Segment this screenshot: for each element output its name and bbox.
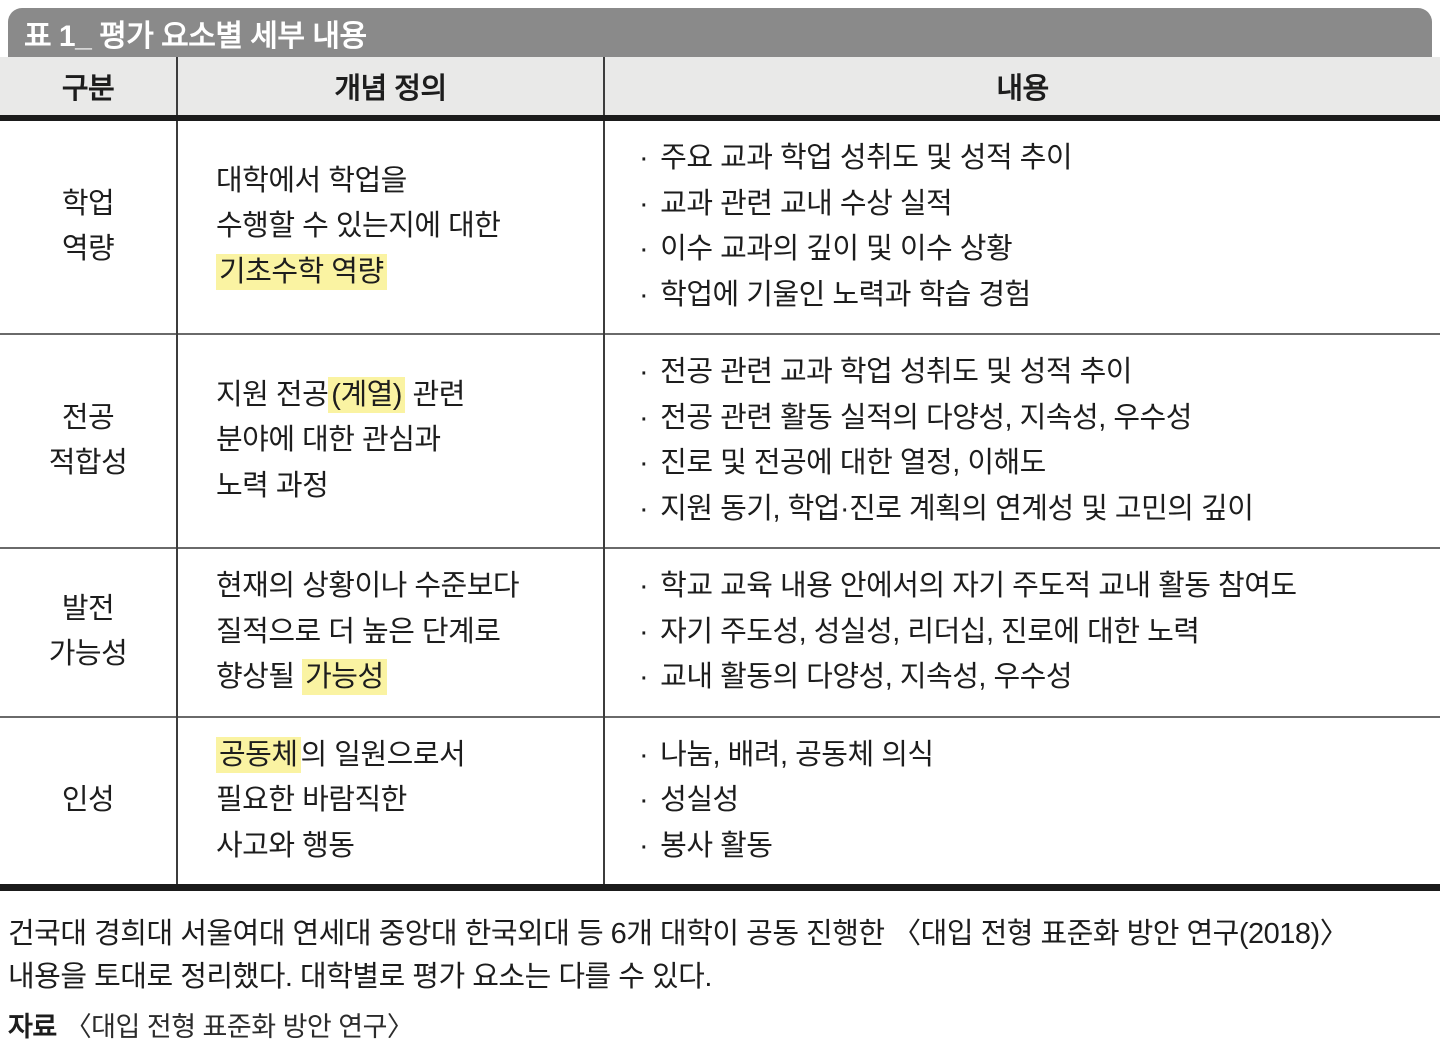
footer: 건국대 경희대 서울여대 연세대 중앙대 한국외대 등 6개 대학이 공동 진행… [0, 891, 1440, 1047]
bullet-dot: · [639, 187, 649, 220]
bullet-item: · 자기 주도성, 성실성, 리더십, 진로에 대한 노력 [639, 610, 1430, 656]
bullet-text: 봉사 활동 [660, 829, 773, 862]
source-label: 자료 [8, 1012, 57, 1043]
bullet-text: 학업에 기울인 노력과 학습 경험 [660, 278, 1031, 311]
definition-text: 현재의 상황이나 수준보다 질적으로 더 높은 단계로 향상될 [216, 570, 520, 694]
table-title-bar: 표 1_ 평가 요소별 세부 내용 [8, 8, 1432, 57]
bullet-item: · 학교 교육 내용 안에서의 자기 주도적 교내 활동 참여도 [639, 564, 1430, 610]
column-header-content: 내용 [603, 57, 1440, 121]
highlighted-text: 가능성 [302, 659, 387, 696]
bullet-item: · 지원 동기, 학업·진로 계획의 연계성 및 고민의 깊이 [639, 487, 1430, 533]
bullet-item: · 교내 활동의 다양성, 지속성, 우수성 [639, 655, 1430, 701]
page: 표 1_ 평가 요소별 세부 내용 구분 개념 정의 내용 학업 역량 대학에서 … [0, 8, 1440, 1047]
bullet-item: · 성실성 [639, 778, 1430, 824]
highlighted-text: (계열) [328, 376, 405, 413]
bullet-dot: · [639, 356, 649, 389]
bullet-text: 성실성 [660, 784, 739, 817]
bullet-text: 지원 동기, 학업·진로 계획의 연계성 및 고민의 깊이 [660, 492, 1254, 525]
bullet-text: 교과 관련 교내 수상 실적 [660, 187, 953, 220]
bullet-item: · 교과 관련 교내 수상 실적 [639, 182, 1430, 228]
bullet-dot: · [639, 278, 649, 311]
bullet-item: · 학업에 기울인 노력과 학습 경험 [639, 273, 1430, 319]
bullet-dot: · [639, 784, 649, 817]
bullet-item: · 주요 교과 학업 성취도 및 성적 추이 [639, 136, 1430, 182]
content-cell: · 전공 관련 교과 학업 성취도 및 성적 추이 · 전공 관련 활동 실적의 다양… [603, 334, 1440, 549]
bullet-text: 교내 활동의 다양성, 지속성, 우수성 [660, 661, 1073, 694]
highlighted-text: 공동체 [216, 736, 301, 773]
highlighted-text: 기초수학 역량 [216, 253, 387, 290]
footer-note-line: 내용을 토대로 정리했다. 대학별로 평가 요소는 다를 수 있다. [8, 961, 712, 994]
definition-text: 지원 전공 [216, 378, 329, 411]
evaluation-table: 구분 개념 정의 내용 학업 역량 대학에서 학업을 수행할 수 있는지에 대한 … [0, 57, 1440, 891]
bullet-item: · 진로 및 전공에 대한 열정, 이해도 [639, 441, 1430, 487]
bullet-text: 진로 및 전공에 대한 열정, 이해도 [660, 447, 1046, 480]
bullet-item: · 전공 관련 교과 학업 성취도 및 성적 추이 [639, 350, 1430, 396]
bullet-item: · 전공 관련 활동 실적의 다양성, 지속성, 우수성 [639, 396, 1430, 442]
content-cell: · 주요 교과 학업 성취도 및 성적 추이 · 교과 관련 교내 수상 실적 · 이수 … [603, 118, 1440, 335]
bullet-text: 주요 교과 학업 성취도 및 성적 추이 [660, 142, 1073, 174]
bullet-dot: · [639, 738, 649, 771]
column-header-category: 구분 [0, 57, 177, 121]
definition-cell: 현재의 상황이나 수준보다 질적으로 더 높은 단계로 향상될 가능성 [176, 548, 604, 717]
bullet-text: 나눔, 배려, 공동체 의식 [660, 738, 934, 771]
definition-cell: 공동체 의 일원으로서 필요한 바람직한 사고와 행동 [176, 716, 604, 888]
table-row: 전공 적합성 지원 전공 (계열) 관련 분야에 대한 관심과 노력 과정 · 전공 관… [0, 334, 1440, 549]
table-title: 표 1_ 평가 요소별 세부 내용 [24, 19, 367, 53]
source-value: 〈대입 전형 표준화 방안 연구〉 [64, 1012, 414, 1043]
bullet-dot: · [639, 829, 649, 862]
definition-cell: 대학에서 학업을 수행할 수 있는지에 대한 기초수학 역량 [176, 118, 604, 335]
bullet-dot: · [639, 142, 649, 174]
column-header-definition: 개념 정의 [176, 57, 604, 121]
bullet-text: 이수 교과의 깊이 및 이수 상황 [660, 233, 1013, 266]
source-line: 자료 〈대입 전형 표준화 방안 연구〉 [8, 1009, 1432, 1047]
definition-text: 대학에서 학업을 수행할 수 있는지에 대한 [216, 164, 501, 243]
category-cell: 인성 [0, 716, 177, 888]
table-body: 학업 역량 대학에서 학업을 수행할 수 있는지에 대한 기초수학 역량 · 주요 교… [0, 118, 1440, 888]
definition-cell: 지원 전공 (계열) 관련 분야에 대한 관심과 노력 과정 [176, 334, 604, 549]
bullet-dot: · [639, 615, 649, 648]
bullet-text: 학교 교육 내용 안에서의 자기 주도적 교내 활동 참여도 [660, 570, 1297, 603]
bullet-text: 자기 주도성, 성실성, 리더십, 진로에 대한 노력 [660, 615, 1200, 648]
footer-note-line: 건국대 경희대 서울여대 연세대 중앙대 한국외대 등 6개 대학이 공동 진행… [8, 918, 1349, 951]
bullet-text: 전공 관련 교과 학업 성취도 및 성적 추이 [660, 356, 1132, 389]
bullet-dot: · [639, 570, 649, 603]
bullet-dot: · [639, 447, 649, 480]
table-row: 학업 역량 대학에서 학업을 수행할 수 있는지에 대한 기초수학 역량 · 주요 교… [0, 118, 1440, 335]
content-cell: · 학교 교육 내용 안에서의 자기 주도적 교내 활동 참여도 · 자기 주도성, … [603, 548, 1440, 717]
category-cell: 학업 역량 [0, 118, 177, 335]
definition-text: 의 일원으로서 필요한 바람직한 사고와 행동 [216, 738, 466, 862]
bullet-dot: · [639, 233, 649, 266]
definition-text: 관련 분야에 대한 관심과 노력 과정 [216, 378, 465, 502]
bullet-dot: · [639, 661, 649, 694]
table-row: 인성 공동체 의 일원으로서 필요한 바람직한 사고와 행동 · 나눔, 배려, 공동체… [0, 716, 1440, 888]
table-row: 발전 가능성 현재의 상황이나 수준보다 질적으로 더 높은 단계로 향상될 가능… [0, 548, 1440, 717]
category-cell: 발전 가능성 [0, 548, 177, 717]
bullet-text: 전공 관련 활동 실적의 다양성, 지속성, 우수성 [660, 401, 1192, 434]
bullet-dot: · [639, 492, 649, 525]
table-header-row: 구분 개념 정의 내용 [0, 57, 1440, 121]
bullet-item: · 이수 교과의 깊이 및 이수 상황 [639, 227, 1430, 273]
bullet-dot: · [639, 401, 649, 434]
category-cell: 전공 적합성 [0, 334, 177, 549]
bullet-item: · 봉사 활동 [639, 824, 1430, 870]
bullet-item: · 나눔, 배려, 공동체 의식 [639, 733, 1430, 779]
content-cell: · 나눔, 배려, 공동체 의식 · 성실성 · 봉사 활동 [603, 716, 1440, 888]
